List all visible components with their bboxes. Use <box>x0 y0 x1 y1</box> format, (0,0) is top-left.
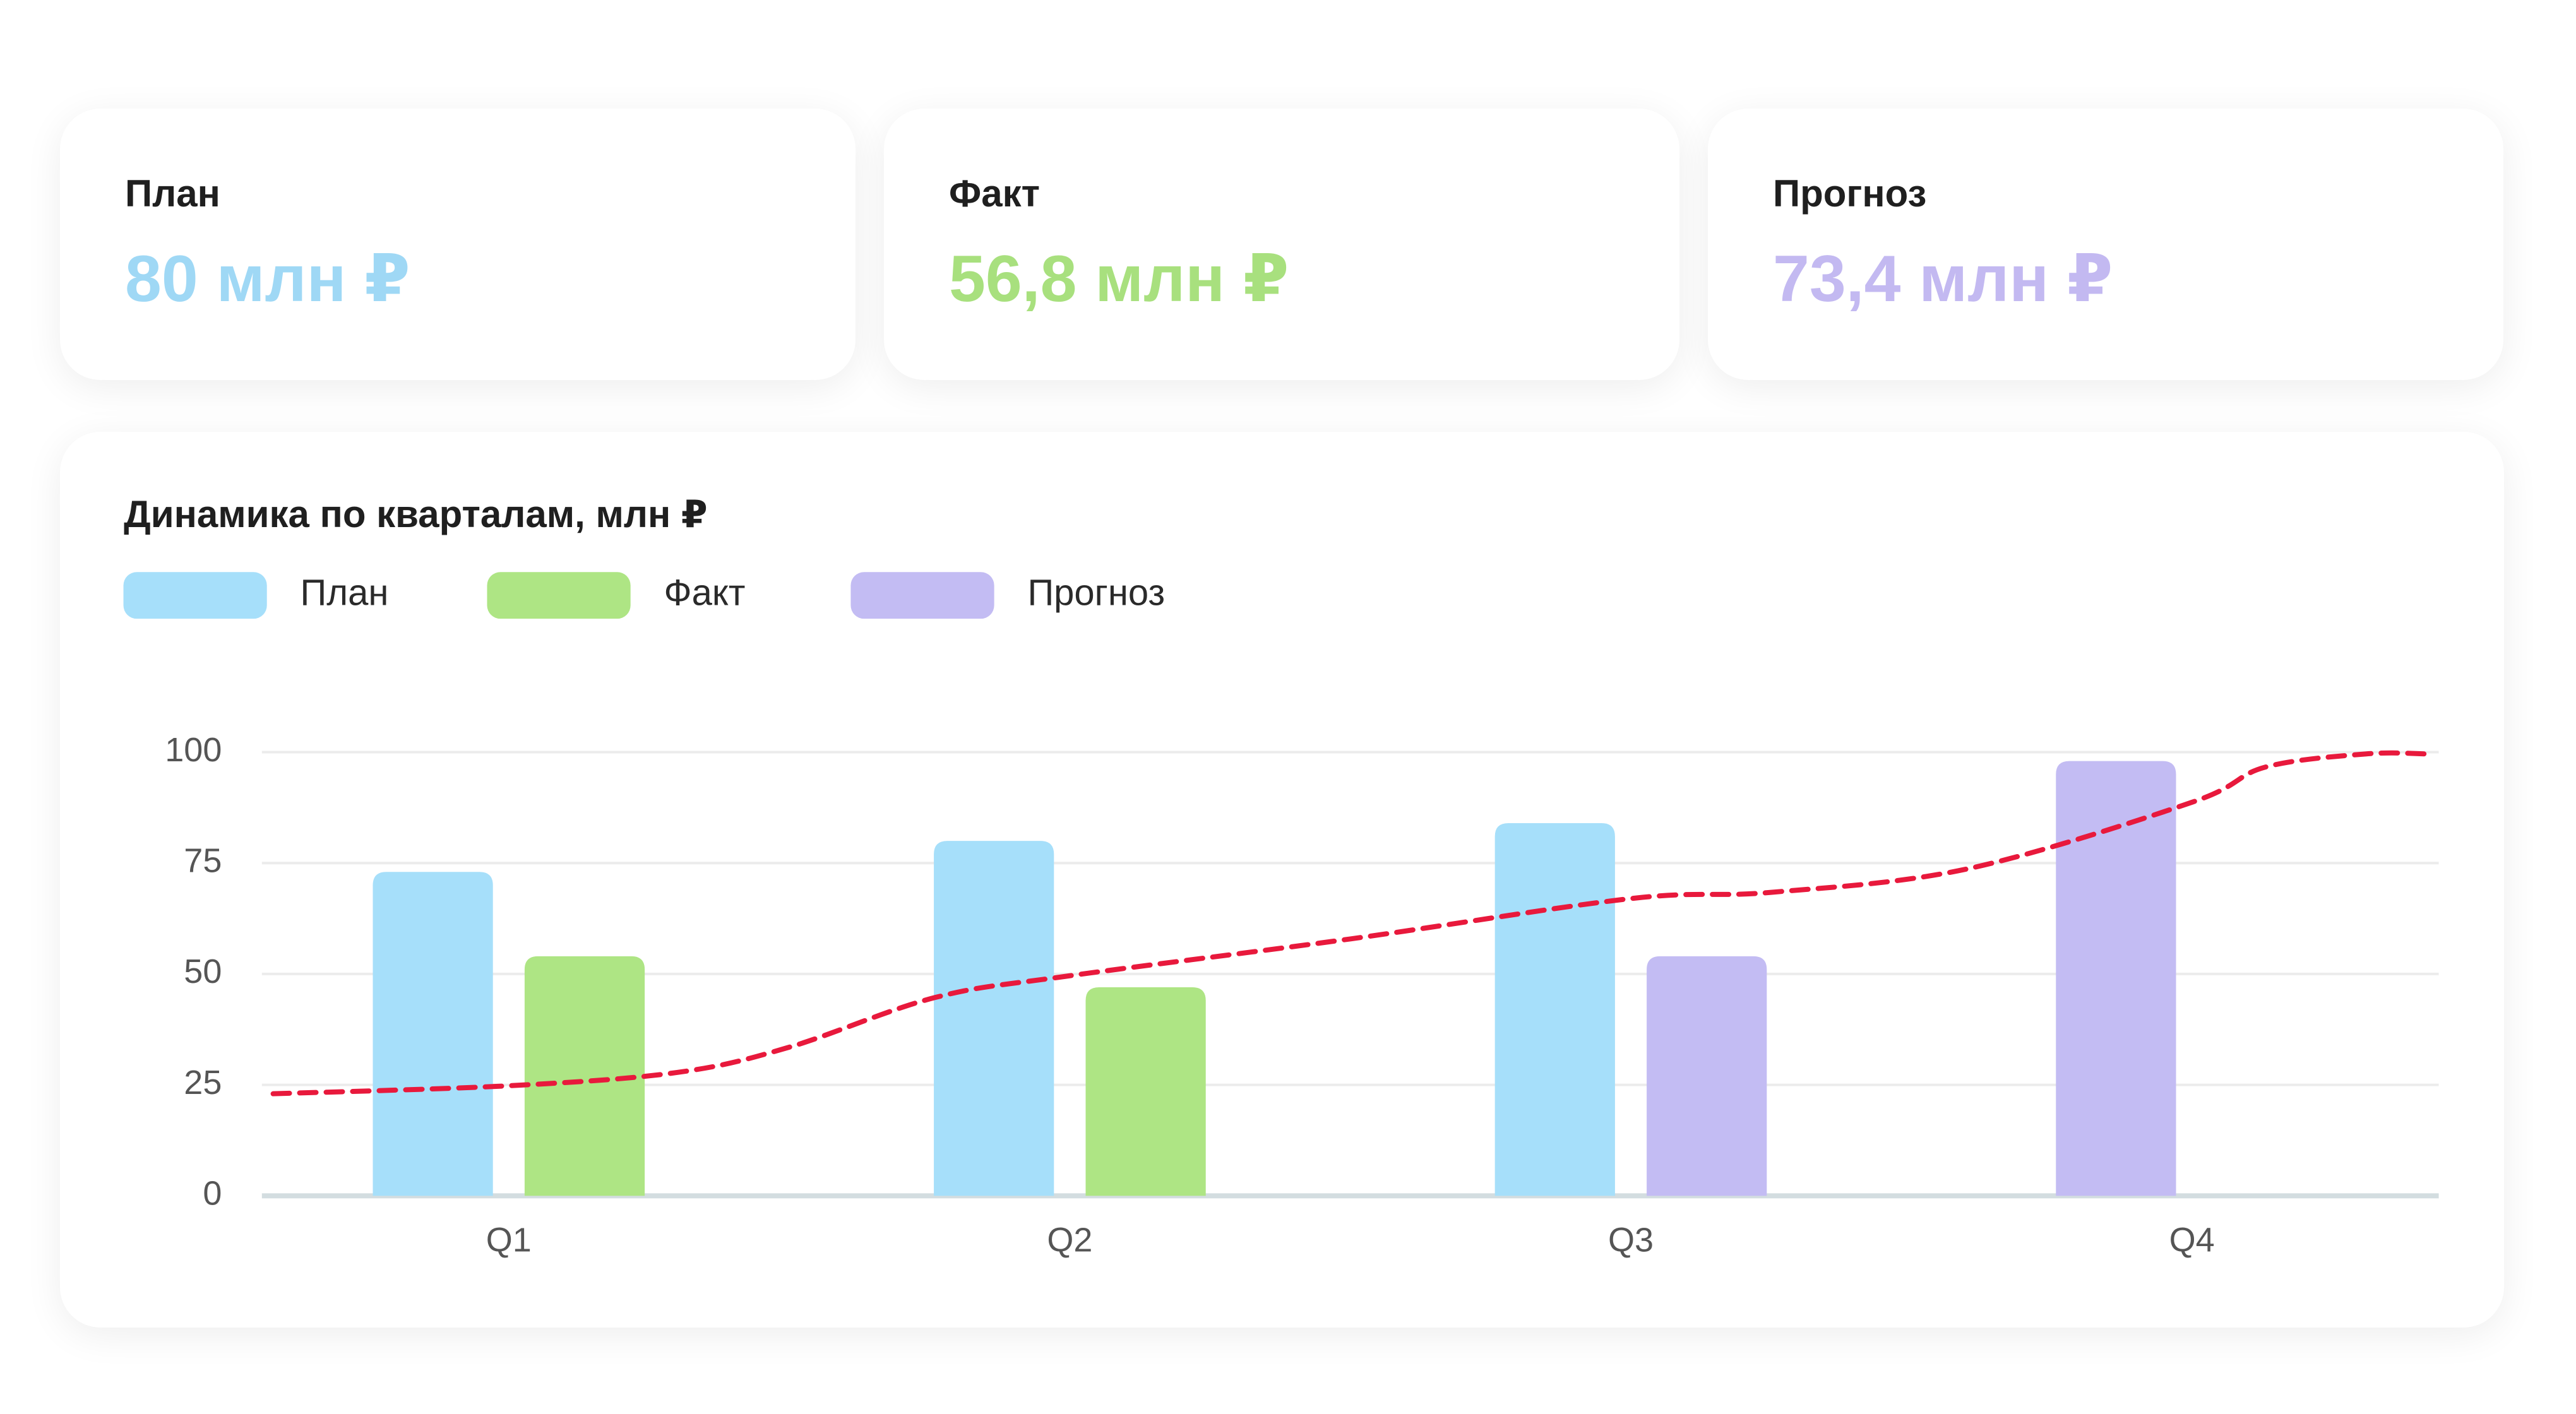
legend-swatch <box>487 572 631 619</box>
bar <box>1494 823 1615 1196</box>
kpi-value: 80 млн ₽ <box>125 242 410 316</box>
legend-label: План <box>301 573 389 614</box>
kpi-value: 73,4 млн ₽ <box>1773 242 2113 316</box>
y-tick-label: 50 <box>184 953 222 990</box>
y-tick-label: 100 <box>165 731 222 769</box>
x-tick-label: Q3 <box>1608 1221 1654 1259</box>
kpi-card: Факт 56,8 млн ₽ <box>884 109 1679 380</box>
bar <box>524 956 645 1196</box>
legend-swatch <box>123 572 267 619</box>
y-tick-label: 75 <box>184 842 222 880</box>
legend-swatch <box>850 572 994 619</box>
bar <box>373 872 493 1196</box>
legend-label: Прогноз <box>1027 573 1165 614</box>
legend-label: Факт <box>664 573 746 614</box>
bar <box>2056 761 2176 1196</box>
trend-line <box>270 750 2430 1096</box>
kpi-label: План <box>125 172 220 215</box>
y-tick-label: 25 <box>184 1064 222 1102</box>
kpi-value: 56,8 млн ₽ <box>949 242 1289 316</box>
chart-title: Динамика по кварталам, млн ₽ <box>124 493 708 535</box>
bar <box>934 841 1054 1196</box>
y-tick-label: 0 <box>203 1175 222 1213</box>
bar <box>1647 956 1767 1196</box>
x-tick-label: Q1 <box>486 1221 532 1259</box>
x-tick-label: Q4 <box>2169 1221 2215 1259</box>
kpi-card: Прогноз 73,4 млн ₽ <box>1708 109 2503 380</box>
kpi-label: Прогноз <box>1773 172 1927 215</box>
x-tick-label: Q2 <box>1047 1221 1092 1259</box>
bar <box>1085 987 1206 1196</box>
kpi-label: Факт <box>949 172 1040 215</box>
kpi-card: План 80 млн ₽ <box>60 109 856 380</box>
